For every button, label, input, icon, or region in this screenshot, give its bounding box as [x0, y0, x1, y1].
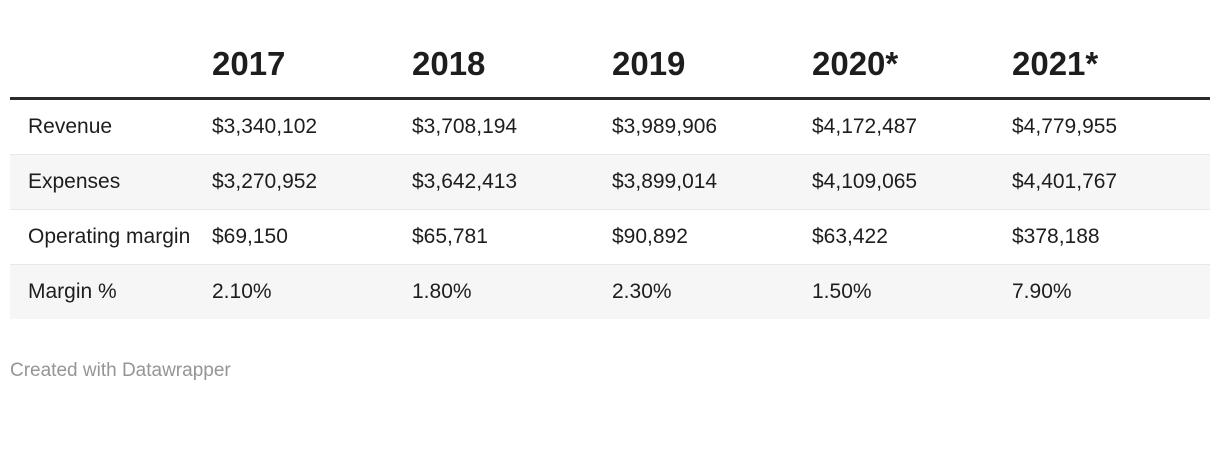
header-cell-2019: 2019: [610, 30, 810, 100]
row-label-revenue: Revenue: [28, 115, 113, 138]
table-row-revenue: Revenue $3,340,102 $3,708,194 $3,989,906…: [10, 99, 1210, 155]
cell-expenses-2019: $3,899,014: [612, 170, 718, 193]
cell-expenses-2021: $4,401,767: [1012, 170, 1118, 193]
financial-table: 2017 2018 2019 2020* 2021* Revenue $3,34…: [10, 30, 1210, 319]
cell-revenue-2019: $3,989,906: [612, 115, 718, 138]
header-cell-2021: 2021*: [1010, 30, 1210, 100]
header-row: 2017 2018 2019 2020* 2021*: [10, 30, 1210, 100]
cell-expenses-2017: $3,270,952: [212, 170, 318, 193]
cell-revenue-2020: $4,172,487: [812, 115, 918, 138]
row-label-margin-percent: Margin %: [28, 280, 117, 303]
financial-table-container: 2017 2018 2019 2020* 2021* Revenue $3,34…: [10, 30, 1210, 319]
cell-revenue-2021: $4,779,955: [1012, 115, 1118, 138]
cell-revenue-2018: $3,708,194: [412, 115, 518, 138]
cell-margin-percent-2019: 2.30%: [612, 280, 672, 303]
cell-margin-percent-2021: 7.90%: [1012, 280, 1072, 303]
table-row-margin-percent: Margin % 2.10% 1.80% 2.30% 1.50% 7.90%: [10, 264, 1210, 319]
cell-expenses-2018: $3,642,413: [412, 170, 518, 193]
row-label-expenses: Expenses: [28, 170, 121, 193]
table-row-operating-margin: Operating margin $69,150 $65,781 $90,892…: [10, 209, 1210, 265]
cell-operating-margin-2021: $378,188: [1012, 225, 1100, 248]
header-cell-2017: 2017: [210, 30, 410, 100]
cell-operating-margin-2018: $65,781: [412, 225, 488, 248]
cell-operating-margin-2019: $90,892: [612, 225, 688, 248]
cell-margin-percent-2020: 1.50%: [812, 280, 872, 303]
cell-expenses-2020: $4,109,065: [812, 170, 918, 193]
datawrapper-attribution: Created with Datawrapper: [10, 360, 231, 381]
row-label-operating-margin: Operating margin: [28, 225, 191, 248]
cell-operating-margin-2017: $69,150: [212, 225, 288, 248]
cell-margin-percent-2018: 1.80%: [412, 280, 472, 303]
cell-revenue-2017: $3,340,102: [212, 115, 318, 138]
header-cell-2020: 2020*: [810, 30, 1010, 100]
table-row-expenses: Expenses $3,270,952 $3,642,413 $3,899,01…: [10, 154, 1210, 210]
cell-margin-percent-2017: 2.10%: [212, 280, 272, 303]
cell-operating-margin-2020: $63,422: [812, 225, 888, 248]
header-cell-2018: 2018: [410, 30, 610, 100]
header-cell-empty: [10, 30, 210, 100]
